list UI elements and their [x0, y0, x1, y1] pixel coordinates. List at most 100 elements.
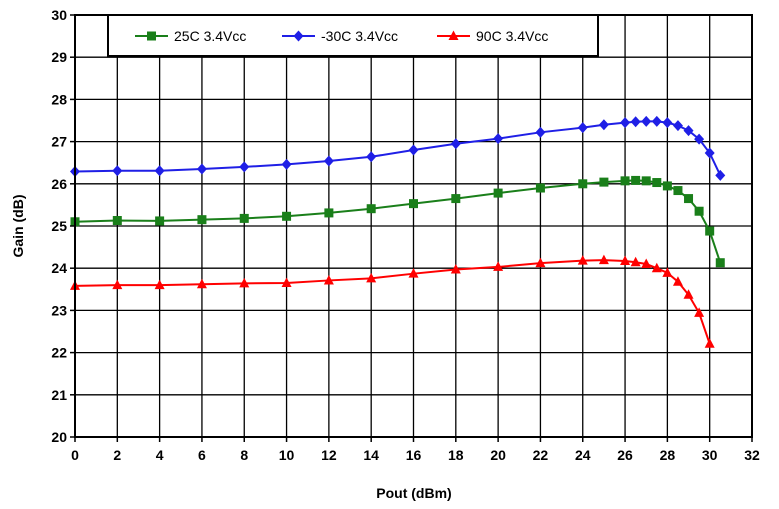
- data-point: [620, 255, 631, 266]
- y-tick-label: 29: [51, 49, 67, 65]
- data-point: [323, 155, 334, 167]
- grid: [74, 14, 753, 438]
- x-tick-label: 12: [321, 447, 337, 463]
- data-point: [641, 258, 652, 268]
- data-point: [598, 254, 609, 265]
- legend-label: 25C 3.4Vcc: [174, 28, 246, 44]
- data-point: [694, 307, 705, 317]
- series-layer: [70, 115, 726, 348]
- data-point: [683, 289, 694, 299]
- y-tick-label: 24: [51, 260, 67, 276]
- data-point: [704, 147, 715, 159]
- x-tick-label: 16: [406, 447, 422, 463]
- data-point: [112, 216, 122, 226]
- x-tick-label: 2: [113, 447, 121, 463]
- x-tick-label: 32: [744, 447, 760, 463]
- data-point: [493, 133, 504, 145]
- axes: 0 2 4 6 8 10 12 14 16 18 20 22 24 26 28 30 3220212223242…: [51, 7, 760, 463]
- data-point: [408, 144, 419, 156]
- x-tick-label: 28: [660, 447, 676, 463]
- y-tick-label: 30: [51, 7, 67, 23]
- data-point: [578, 179, 588, 189]
- data-point: [705, 226, 715, 236]
- data-point: [694, 206, 704, 216]
- y-tick-label: 25: [51, 218, 67, 234]
- data-point: [577, 255, 588, 265]
- data-point: [651, 262, 662, 273]
- data-point: [535, 257, 546, 268]
- x-tick-label: 10: [279, 447, 295, 463]
- y-tick-label: 28: [51, 91, 67, 107]
- x-tick-label: 6: [198, 447, 206, 463]
- x-tick-label: 14: [363, 447, 379, 463]
- data-point: [652, 178, 662, 188]
- data-point: [672, 120, 683, 132]
- data-point: [641, 115, 652, 127]
- data-point: [651, 115, 662, 127]
- data-point: [366, 272, 377, 283]
- data-point: [196, 163, 207, 175]
- legend-item: -30C 3.4Vcc: [282, 28, 398, 44]
- series-30c-3-4vcc: [70, 115, 726, 181]
- data-point: [451, 194, 461, 204]
- data-point: [281, 277, 292, 287]
- data-point: [630, 256, 641, 267]
- y-tick-label: 27: [51, 134, 67, 150]
- data-point: [684, 194, 694, 204]
- y-tick-label: 23: [51, 302, 67, 318]
- data-point: [155, 216, 165, 226]
- x-tick-label: 8: [240, 447, 248, 463]
- data-point: [450, 263, 461, 274]
- data-point: [493, 188, 503, 198]
- x-tick-label: 30: [702, 447, 718, 463]
- data-point: [282, 211, 292, 221]
- data-point: [239, 213, 249, 223]
- data-point: [409, 199, 418, 209]
- x-axis-title: Pout (dBm): [376, 485, 451, 501]
- y-axis-title: Gain (dB): [10, 195, 26, 258]
- legend-label: -30C 3.4Vcc: [321, 28, 398, 44]
- x-tick-label: 0: [71, 447, 79, 463]
- x-tick-label: 20: [490, 447, 506, 463]
- data-point: [683, 125, 694, 137]
- legend: 25C 3.4Vcc -30C 3.4Vcc 90C 3.4Vcc: [107, 14, 599, 57]
- legend-item: 90C 3.4Vcc: [437, 28, 548, 44]
- data-point: [694, 133, 705, 145]
- data-point: [281, 158, 292, 170]
- data-point: [535, 183, 545, 193]
- data-point: [408, 268, 419, 278]
- data-point: [715, 169, 726, 181]
- data-point: [641, 176, 651, 186]
- y-tick-label: 22: [51, 345, 67, 361]
- legend-marker: [147, 31, 156, 41]
- data-point: [704, 338, 715, 348]
- data-point: [715, 258, 725, 268]
- data-point: [450, 138, 461, 150]
- data-point: [535, 126, 546, 138]
- legend-marker: [448, 30, 459, 40]
- data-point: [577, 122, 588, 134]
- data-point: [493, 261, 504, 271]
- data-point: [154, 165, 165, 177]
- data-point: [323, 274, 334, 285]
- y-tick-label: 20: [51, 429, 67, 445]
- x-tick-label: 22: [533, 447, 549, 463]
- x-tick-label: 24: [575, 447, 591, 463]
- y-tick-label: 21: [51, 387, 67, 403]
- legend-label: 90C 3.4Vcc: [476, 28, 548, 44]
- legend-box: [107, 14, 599, 57]
- x-tick-label: 4: [156, 447, 164, 463]
- series-90c-3-4vcc: [70, 254, 715, 348]
- data-point: [673, 186, 683, 196]
- legend-item: 25C 3.4Vcc: [135, 28, 246, 44]
- data-point: [239, 277, 250, 288]
- data-point: [620, 117, 631, 129]
- data-point: [631, 175, 641, 185]
- data-point: [366, 151, 377, 163]
- data-point: [196, 278, 207, 289]
- data-point: [112, 279, 123, 290]
- data-point: [599, 177, 609, 187]
- data-point: [598, 119, 609, 131]
- data-point: [672, 276, 683, 286]
